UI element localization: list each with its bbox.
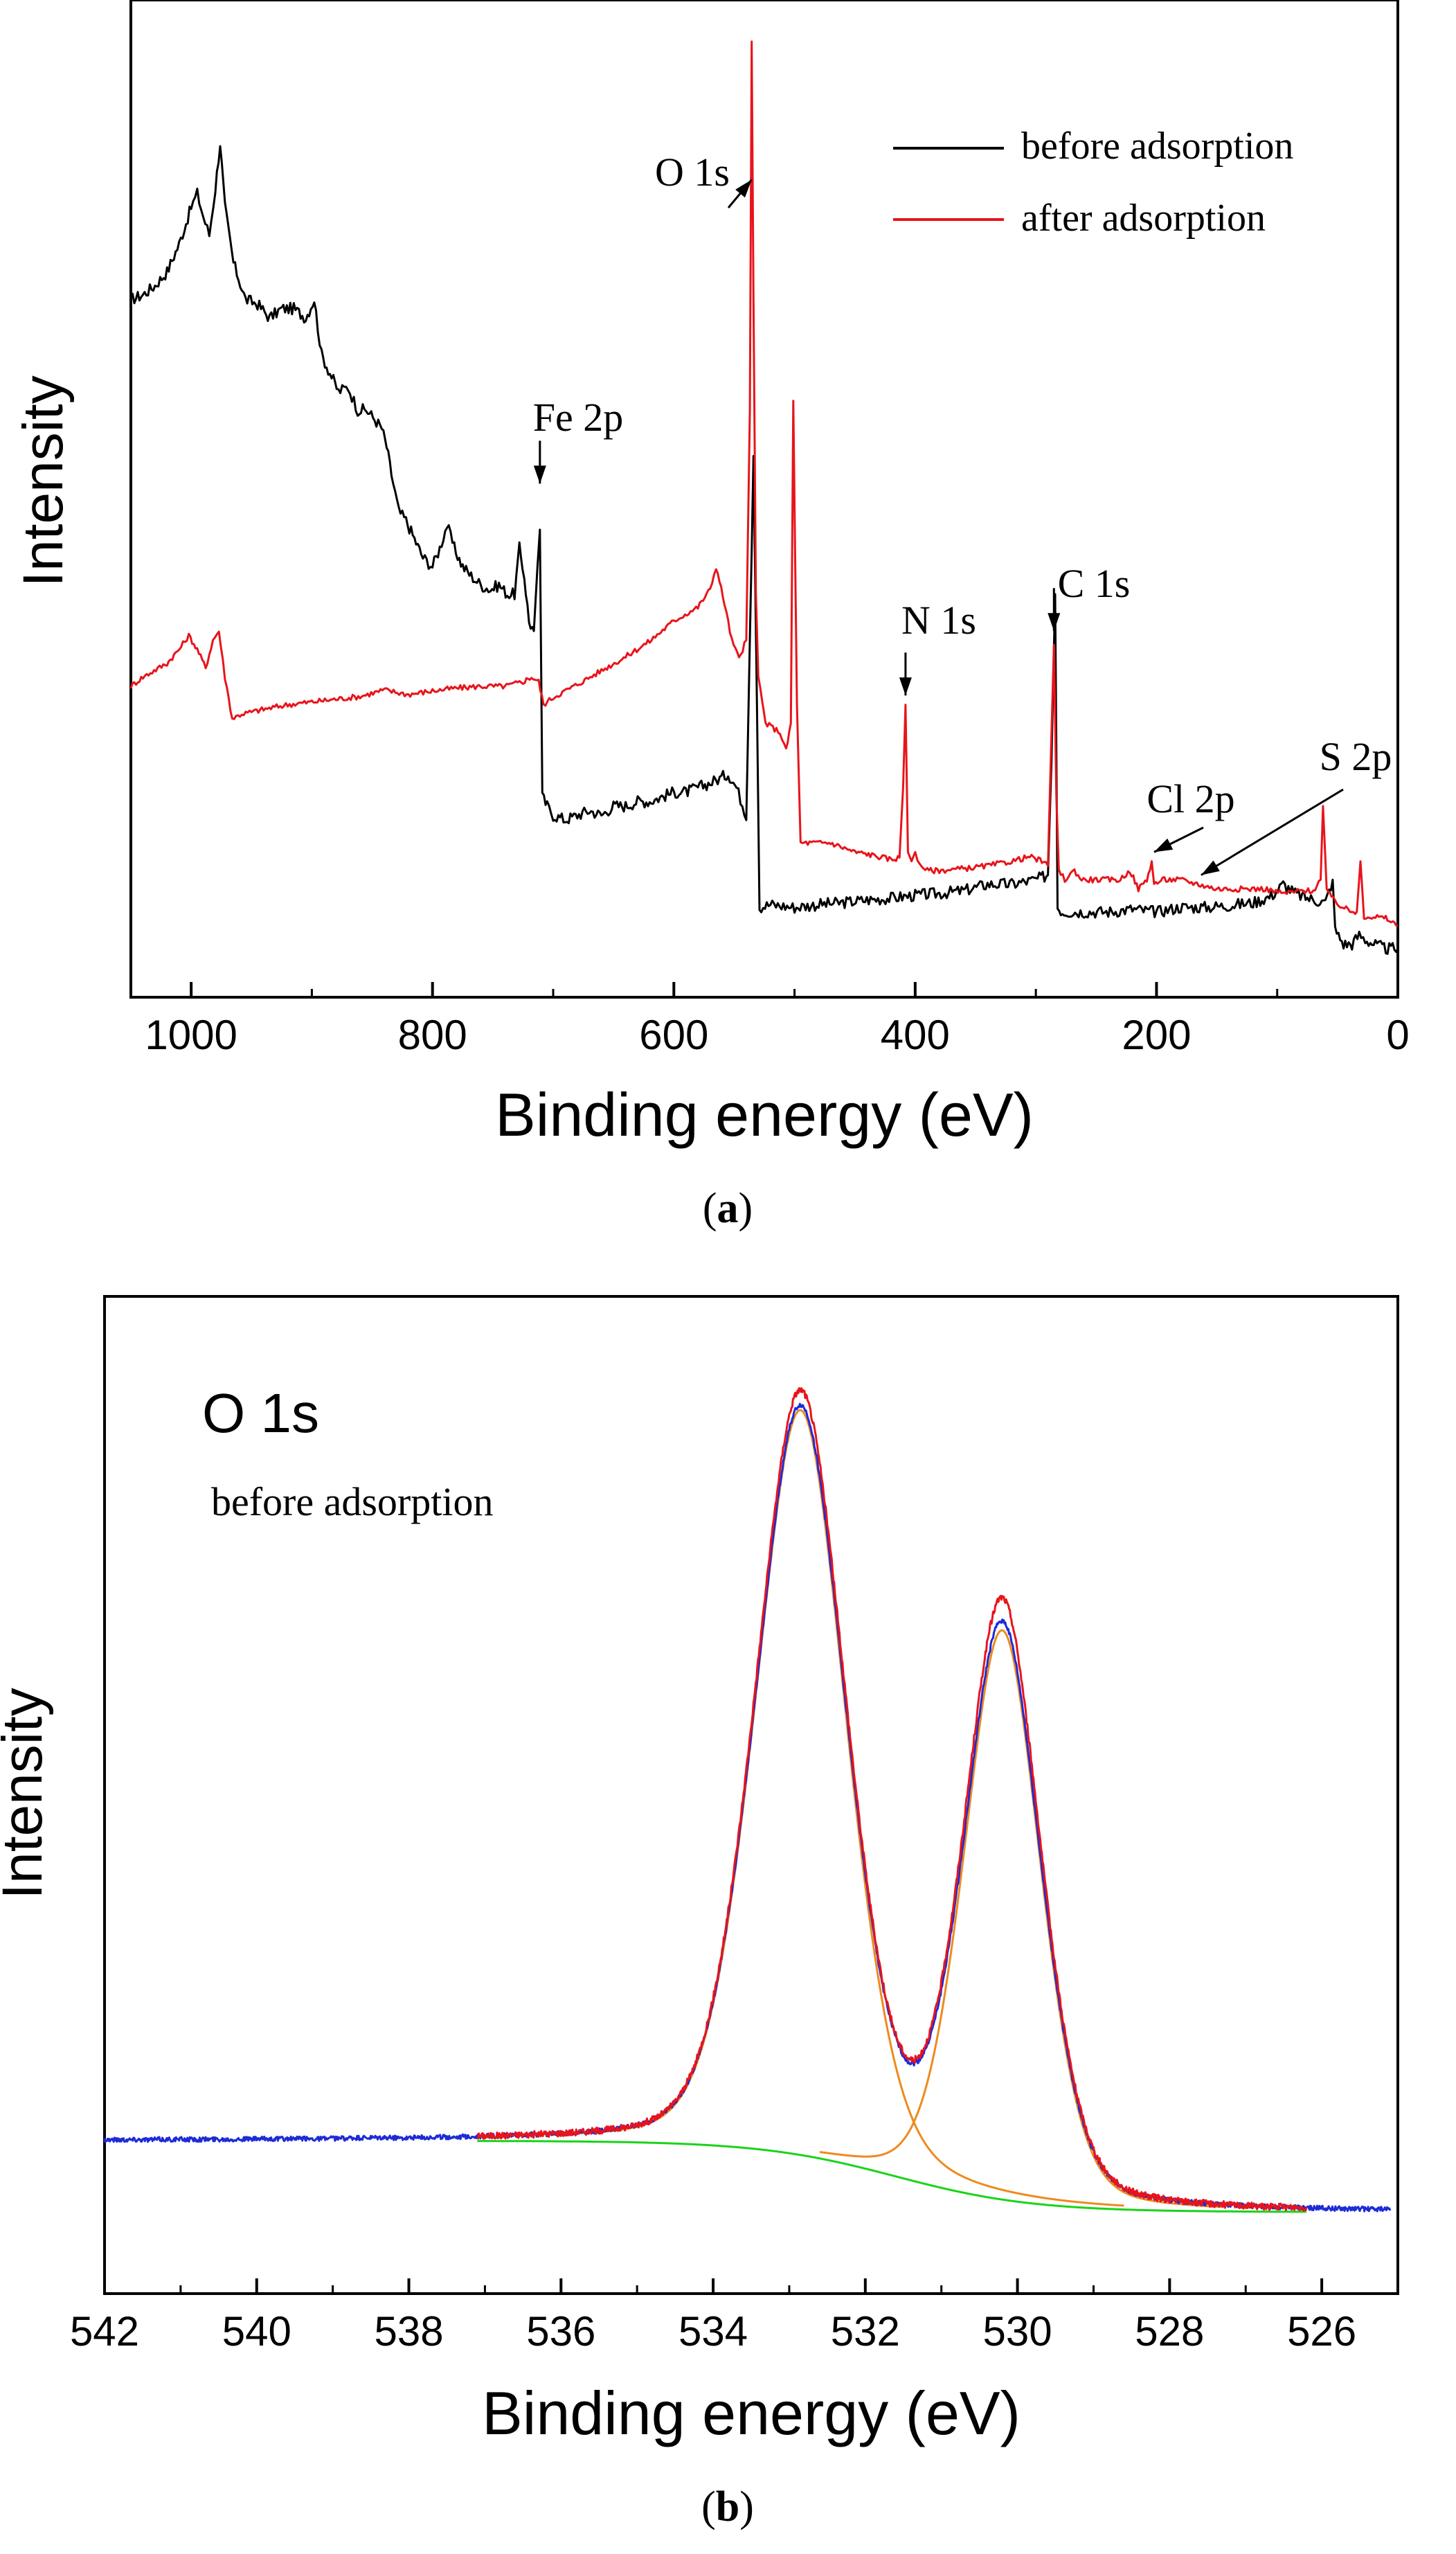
annotation-arrowhead — [735, 179, 752, 198]
series-line-background — [477, 2140, 1307, 2213]
x-tick-label: 538 — [374, 2308, 443, 2355]
x-tick-label: 800 — [398, 1012, 467, 1058]
annotation-arrowhead — [533, 465, 546, 484]
panel-b-x-axis-ticks: 542 540 538 536 534 532 530 528 526 — [70, 2278, 1356, 2355]
x-tick-label: 200 — [1122, 1012, 1191, 1058]
annotation-label: Cl 2p — [1147, 776, 1234, 821]
annotation-arrowhead — [1048, 613, 1061, 632]
panel-a-legend: before adsorption after adsorption — [893, 125, 1293, 240]
annotation-label: O 1s — [655, 150, 730, 195]
annotation-arrow — [1201, 788, 1344, 876]
panel-b-x-axis-label: Binding energy (eV) — [482, 2379, 1021, 2447]
annotation-arrowhead — [1201, 860, 1220, 875]
panel-b-caption-letter: b — [716, 2483, 739, 2530]
panel-a-caption: (a) — [703, 1185, 753, 1232]
x-tick-label: 528 — [1135, 2308, 1204, 2355]
panel-b: 542 540 538 536 534 532 530 528 526 O 1s before … — [0, 1295, 1399, 2530]
panel-b-caption-close: ) — [739, 2483, 754, 2530]
x-tick-label: 1000 — [145, 1012, 237, 1058]
panel-a-annotations: O 1s Fe 2p N 1s C 1s Cl 2p S 2p — [533, 150, 1392, 876]
x-tick-label: 600 — [639, 1012, 708, 1058]
x-tick-label: 532 — [831, 2308, 900, 2355]
x-tick-label: 534 — [678, 2308, 748, 2355]
annotation-label: C 1s — [1058, 561, 1131, 606]
x-tick-label: 400 — [881, 1012, 950, 1058]
x-tick-label: 530 — [983, 2308, 1052, 2355]
x-tick-label: 526 — [1287, 2308, 1356, 2355]
legend-label-after: after adsorption — [1021, 197, 1266, 240]
x-tick-label: 536 — [526, 2308, 595, 2355]
x-tick-label: 540 — [222, 2308, 291, 2355]
panel-a-caption-letter: a — [717, 1185, 739, 1232]
panel-b-title: O 1s — [202, 1382, 319, 1444]
series-line-peak-component-2 — [819, 1629, 1223, 2208]
panel-a-caption-open: ( — [703, 1185, 717, 1232]
legend-label-before: before adsorption — [1021, 125, 1293, 168]
annotation-arrowhead — [899, 677, 912, 696]
panel-b-caption: (b) — [701, 2483, 754, 2530]
panel-b-frame — [103, 1295, 1399, 2295]
annotation-label: N 1s — [901, 598, 976, 643]
panel-b-y-axis-label: Intensity — [0, 1688, 54, 1899]
x-tick-label: 0 — [1386, 1012, 1409, 1058]
panel-a-frame — [129, 0, 1399, 999]
series-line-after — [129, 40, 1399, 927]
panel-b-series-lines — [103, 1387, 1392, 2213]
series-line-raw-spectrum — [476, 1387, 1308, 2212]
series-line-before — [130, 145, 1399, 955]
annotation-arrowhead — [1153, 838, 1174, 852]
panel-b-subtitle: before adsorption — [211, 1479, 493, 1524]
series-line-fitted-sum — [103, 1402, 1392, 2213]
panel-a-series-lines — [129, 40, 1399, 955]
panel-a-x-axis-ticks: 1000 800 600 400 200 0 — [145, 982, 1410, 1058]
panel-a-caption-close: ) — [739, 1185, 753, 1232]
panel-a: 1000 800 600 400 200 0 O 1s Fe 2p N 1s C 1s Cl 2p… — [12, 0, 1410, 1232]
x-tick-label: 542 — [70, 2308, 139, 2355]
panel-a-x-axis-label: Binding energy (eV) — [495, 1080, 1034, 1149]
annotation-label: Fe 2p — [533, 395, 624, 440]
panel-b-caption-open: ( — [701, 2483, 716, 2530]
annotation-label: S 2p — [1320, 734, 1392, 779]
panel-a-y-axis-label: Intensity — [12, 375, 75, 587]
